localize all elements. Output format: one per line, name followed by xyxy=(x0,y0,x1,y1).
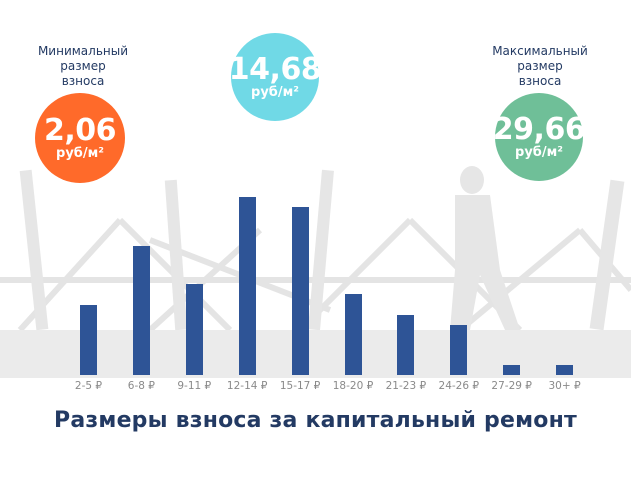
average-unit: руб/м² xyxy=(251,84,299,100)
min-label-line-1: Минимальный xyxy=(37,44,129,58)
max-unit: руб/м² xyxy=(515,144,563,160)
min-value: 2,06 xyxy=(43,112,117,148)
x-axis-tick-label: 24-26 ₽ xyxy=(438,380,480,392)
bar xyxy=(291,207,309,375)
bar xyxy=(132,246,150,375)
bar xyxy=(185,284,203,375)
x-axis-tick-label: 2-5 ₽ xyxy=(74,380,103,392)
x-axis-tick-label: 9-11 ₽ xyxy=(177,380,212,392)
x-axis-tick-label: 6-8 ₽ xyxy=(127,380,155,392)
chart-baseline-band xyxy=(0,330,631,378)
bar xyxy=(238,197,256,375)
bar xyxy=(450,325,468,375)
max-label-line-1: Максимальный xyxy=(492,44,588,58)
x-axis-tick-label: 12-14 ₽ xyxy=(226,380,268,392)
x-axis-tick-label: 15-17 ₽ xyxy=(279,380,321,392)
min-label-line-3: взноса xyxy=(61,74,105,88)
max-label-line-3: взноса xyxy=(518,74,562,88)
min-value-badge: 2,06 руб/м² xyxy=(35,93,125,183)
min-unit: руб/м² xyxy=(56,145,104,161)
bar xyxy=(503,365,521,375)
x-axis-tick-label: 27-29 ₽ xyxy=(491,380,532,392)
x-axis-tick-label: 30+ ₽ xyxy=(548,380,581,392)
bar xyxy=(556,365,574,375)
bar xyxy=(397,315,415,375)
max-value: 29,66 xyxy=(492,111,586,147)
min-label: Минимальный размер взноса xyxy=(18,44,148,89)
max-label: Максимальный размер взноса xyxy=(475,44,605,89)
average-value-badge: 14,68 руб/м² xyxy=(228,33,322,121)
min-label-line-2: размер xyxy=(60,59,106,73)
max-value-badge: 29,66 руб/м² xyxy=(492,93,586,181)
max-label-line-2: размер xyxy=(517,59,563,73)
average-value: 14,68 xyxy=(228,51,322,87)
bar xyxy=(344,294,362,375)
x-axis-tick-label: 21-23 ₽ xyxy=(385,380,427,392)
chart-title: Размеры взноса за капитальный ремонт xyxy=(54,408,577,433)
x-axis-tick-label: 18-20 ₽ xyxy=(332,380,374,392)
bar xyxy=(80,305,97,375)
construction-silhouette-background xyxy=(0,166,631,333)
